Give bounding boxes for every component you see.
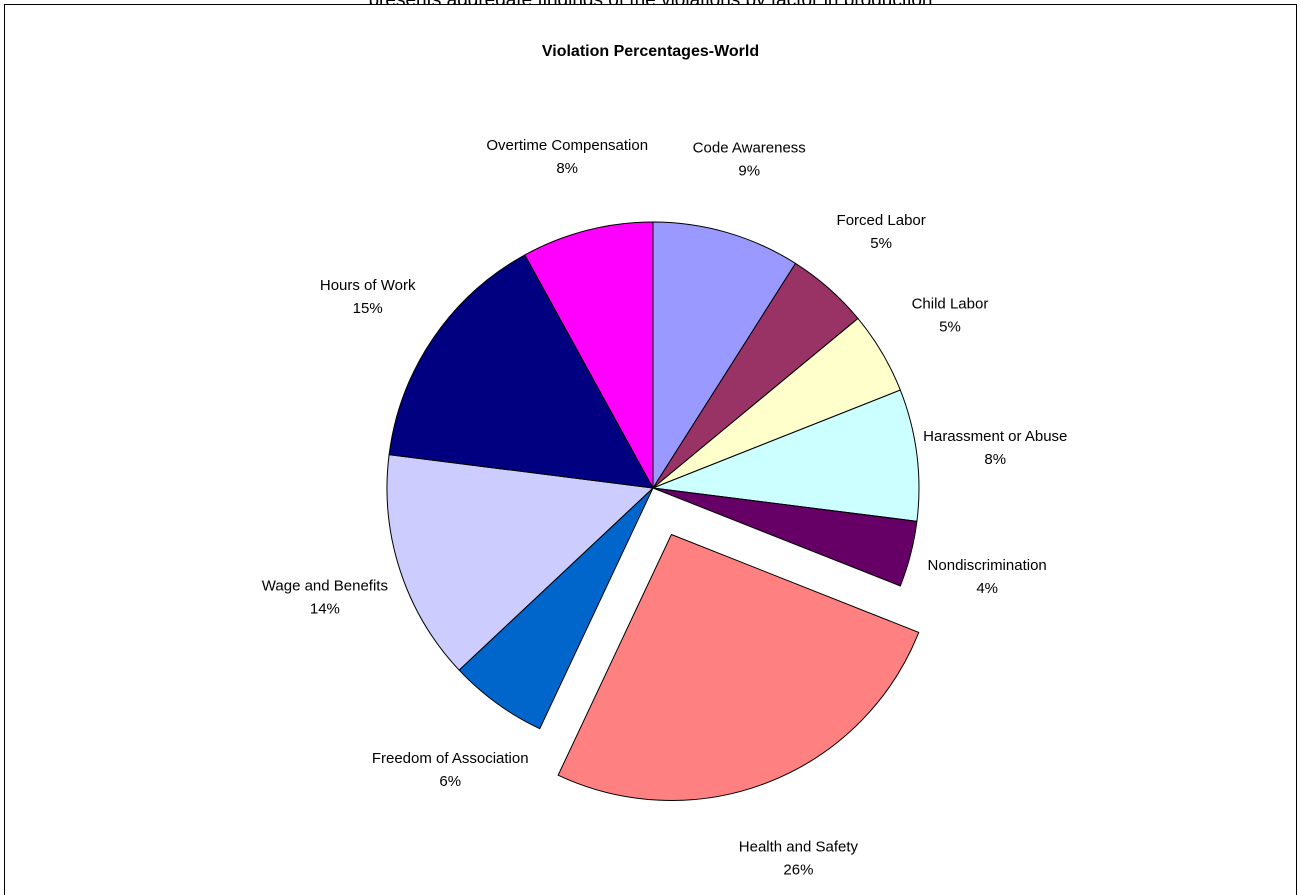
slice-percent-label: 5% — [870, 235, 892, 252]
pie-slice-hours-of-work — [388, 254, 654, 489]
slice-percent-label: 15% — [353, 300, 383, 317]
slice-percent-label: 4% — [976, 580, 998, 597]
pie-slice-health-and-safety — [557, 533, 920, 801]
pie-slice-harassment-or-abuse — [652, 389, 920, 522]
pie-slice-code-awareness — [652, 221, 797, 490]
slice-label-forced-labor: Forced Labor 5% — [837, 212, 926, 252]
slice-category-label: Overtime Compensation — [486, 137, 648, 154]
pie-slice-wage-and-benefits — [386, 454, 655, 671]
slice-category-label: Forced Labor — [837, 212, 926, 229]
slice-label-hours-of-work: Hours of Work 15% — [320, 277, 416, 317]
slice-category-label: Nondiscrimination — [928, 557, 1047, 574]
slice-percent-label: 8% — [556, 160, 578, 177]
slice-label-child-labor: Child Labor 5% — [912, 295, 989, 335]
pie-slice-overtime-compensation — [524, 221, 654, 489]
slice-percent-label: 5% — [939, 318, 961, 335]
pie-slices — [386, 221, 920, 801]
slice-category-label: Wage and Benefits — [262, 578, 388, 595]
slice-percent-label: 14% — [310, 601, 340, 618]
slice-label-nondiscrimination: Nondiscrimination 4% — [928, 557, 1047, 597]
slice-percent-label: 8% — [984, 451, 1006, 468]
slice-percent-label: 9% — [738, 163, 760, 180]
slice-category-label: Health and Safety — [739, 838, 859, 855]
slice-percent-label: 6% — [439, 773, 461, 790]
slice-label-wage-and-benefits: Wage and Benefits 14% — [262, 578, 388, 618]
chart-title: Violation Percentages-World — [541, 43, 760, 60]
slice-label-freedom-of-association: Freedom of Association 6% — [372, 750, 529, 790]
slice-percent-label: 26% — [783, 861, 813, 878]
slice-category-label: Code Awareness — [693, 140, 806, 157]
pie-slice-nondiscrimination — [652, 487, 918, 587]
slice-category-label: Child Labor — [912, 295, 989, 312]
slice-label-overtime-compensation: Overtime Compensation 8% — [486, 137, 648, 177]
slice-category-label: Freedom of Association — [372, 750, 529, 767]
slice-category-label: Harassment or Abuse — [923, 428, 1067, 445]
slice-label-code-awareness: Code Awareness 9% — [693, 140, 806, 180]
slice-category-label: Hours of Work — [320, 277, 416, 294]
slice-label-health-and-safety: Health and Safety 26% — [739, 838, 859, 878]
slice-label-harassment-or-abuse: Harassment or Abuse 8% — [923, 428, 1067, 468]
